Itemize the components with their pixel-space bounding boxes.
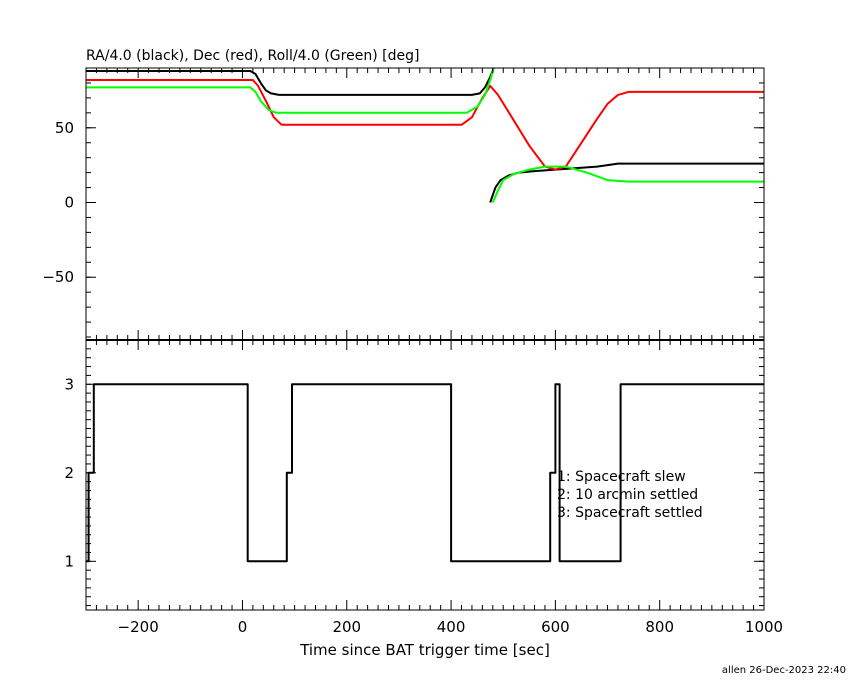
legend-slew: 1: Spacecraft slew <box>557 469 686 485</box>
legend-settled: 3: Spacecraft settled <box>557 505 703 521</box>
footer-stamp: allen 26-Dec-2023 22:40 <box>722 665 846 676</box>
top-ytick-label: −50 <box>42 268 74 286</box>
top-series-1-segment-0 <box>86 79 764 171</box>
bottom-panel: 1 2 3 −200 0 200 400 600 800 1000 <box>64 339 783 636</box>
top-panel-title: RA/4.0 (black), Dec (red), Roll/4.0 (Gre… <box>86 48 419 64</box>
xtick-label: 1000 <box>745 618 783 636</box>
top-ytick-label: 50 <box>55 119 74 137</box>
x-axis-label: Time since BAT trigger time [sec] <box>299 641 550 659</box>
top-ticks: −50 0 50 <box>42 67 765 340</box>
xtick-label: 800 <box>645 618 674 636</box>
bottom-ytick-label: 3 <box>64 375 74 393</box>
bottom-ytick-label: 1 <box>64 552 74 570</box>
xtick-label: 200 <box>332 618 361 636</box>
bottom-ytick-label: 2 <box>64 464 74 482</box>
xtick-label: 400 <box>437 618 466 636</box>
top-panel: −50 0 50 <box>42 67 765 341</box>
legend-10arcmin: 2: 10 arcmin settled <box>557 487 698 503</box>
top-ytick-label: 0 <box>64 194 74 212</box>
top-series-0-segment-0 <box>86 68 495 96</box>
xtick-label: 0 <box>238 618 248 636</box>
xtick-label: −200 <box>118 618 159 636</box>
top-panel-frame <box>85 67 765 341</box>
top-series-0-segment-1 <box>489 162 764 203</box>
xtick-label: 600 <box>541 618 570 636</box>
top-series-2-segment-1 <box>491 165 764 203</box>
top-series-2-segment-0 <box>86 68 495 114</box>
bottom-curves <box>86 383 764 563</box>
top-curves <box>86 68 764 203</box>
bottom-series-0-segment-0 <box>86 383 764 563</box>
